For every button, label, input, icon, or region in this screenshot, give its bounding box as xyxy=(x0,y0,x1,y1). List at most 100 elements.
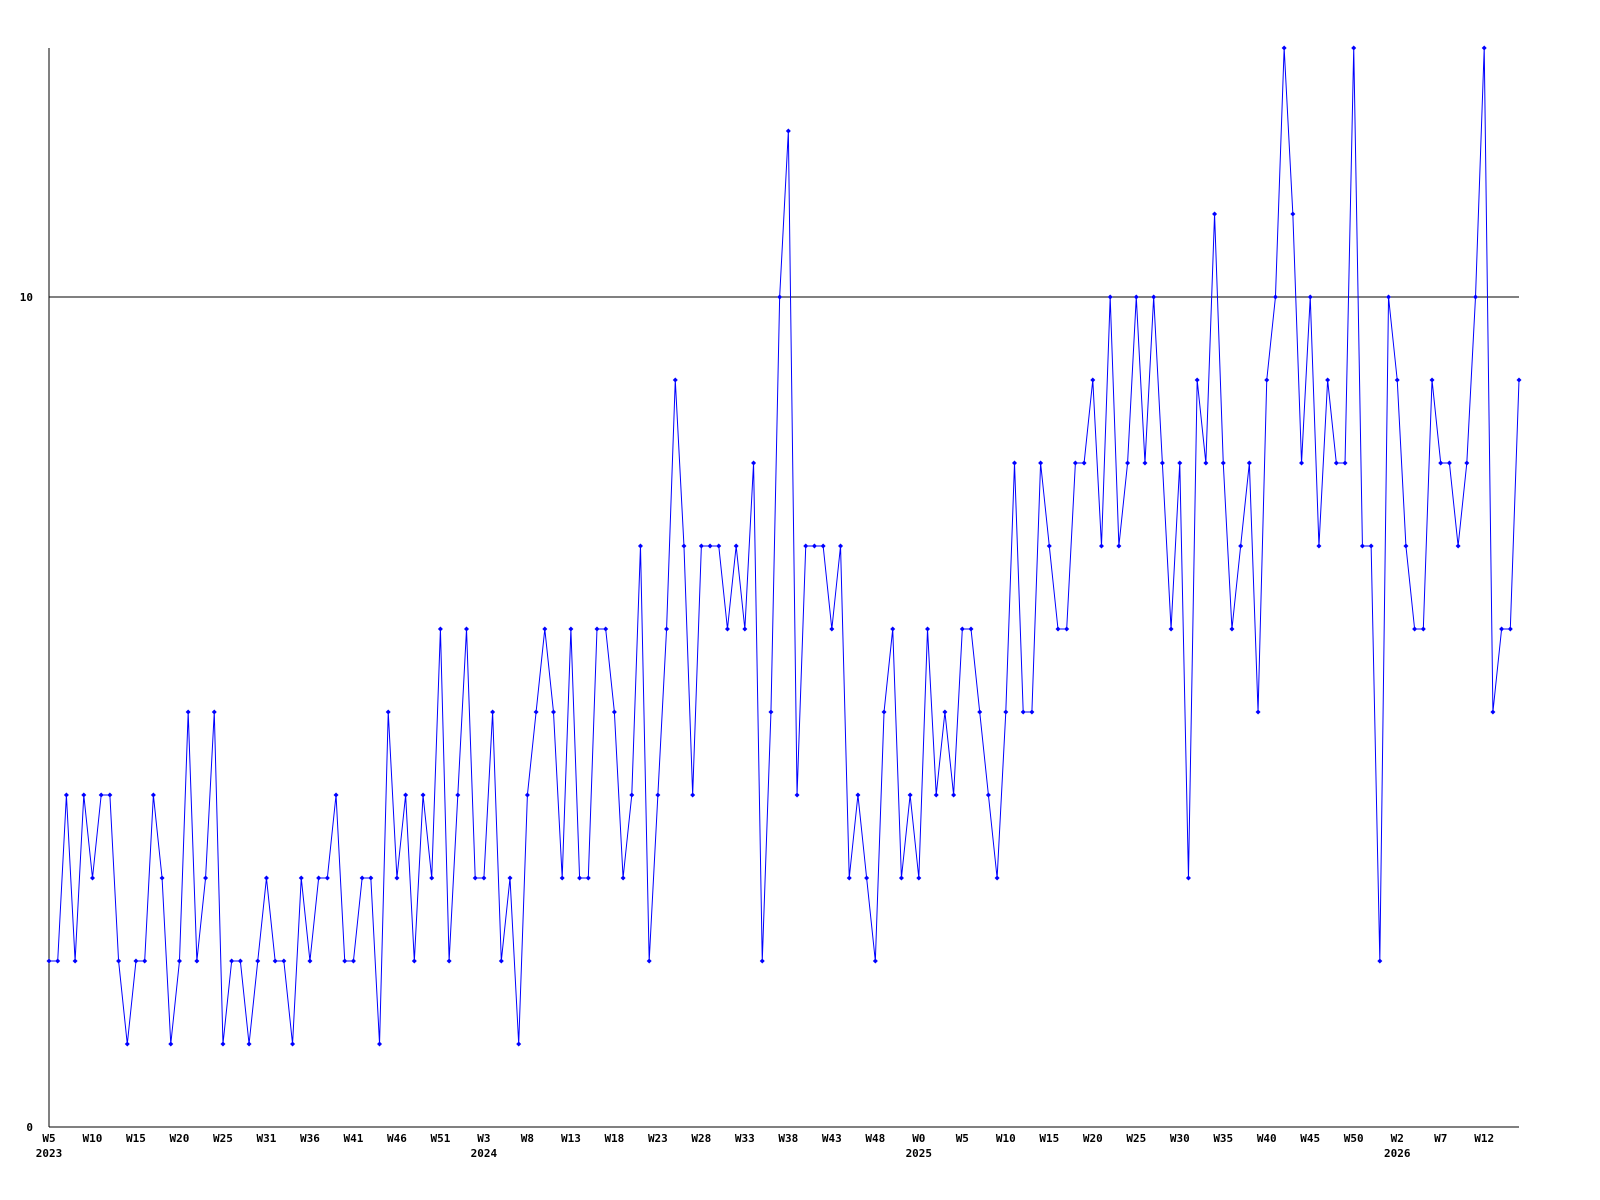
data-point xyxy=(846,875,852,881)
data-point xyxy=(116,958,122,964)
data-point xyxy=(829,626,835,632)
data-point xyxy=(368,875,374,881)
data-point xyxy=(933,792,939,798)
data-point xyxy=(490,709,496,715)
data-point xyxy=(1316,543,1322,549)
data-point xyxy=(394,875,400,881)
x-tick-label: W25 xyxy=(1126,1132,1146,1145)
data-point xyxy=(1368,543,1374,549)
x-tick-label: W25 xyxy=(213,1132,233,1145)
data-point xyxy=(81,792,87,798)
data-point xyxy=(298,875,304,881)
data-point xyxy=(1299,460,1305,466)
data-point xyxy=(1255,709,1261,715)
data-point xyxy=(194,958,200,964)
data-point xyxy=(377,1041,383,1047)
x-tick-label: W20 xyxy=(170,1132,190,1145)
x-tick-label: W38 xyxy=(778,1132,798,1145)
data-point xyxy=(637,543,643,549)
x-tick-label: W28 xyxy=(691,1132,711,1145)
data-point xyxy=(281,958,287,964)
data-point xyxy=(316,875,322,881)
x-tick-label: W50 xyxy=(1344,1132,1364,1145)
data-point xyxy=(237,958,243,964)
data-point xyxy=(985,792,991,798)
data-point xyxy=(1029,709,1035,715)
data-point xyxy=(1481,45,1487,51)
data-point xyxy=(1490,709,1496,715)
data-point xyxy=(1064,626,1070,632)
data-point xyxy=(698,543,704,549)
y-tick-label: 10 xyxy=(20,291,33,304)
data-point xyxy=(646,958,652,964)
data-point xyxy=(1003,709,1009,715)
data-point xyxy=(1133,294,1139,300)
data-point xyxy=(1342,460,1348,466)
data-point xyxy=(220,1041,226,1047)
data-point xyxy=(98,792,104,798)
data-point xyxy=(603,626,609,632)
data-point xyxy=(890,626,896,632)
data-point xyxy=(507,875,513,881)
data-point xyxy=(1464,460,1470,466)
data-point xyxy=(176,958,182,964)
data-point xyxy=(246,1041,252,1047)
data-point xyxy=(1377,958,1383,964)
data-point xyxy=(1098,543,1104,549)
data-point xyxy=(611,709,617,715)
x-tick-label: W8 xyxy=(521,1132,534,1145)
year-label: 2024 xyxy=(471,1147,498,1160)
data-point xyxy=(768,709,774,715)
data-point xyxy=(1072,460,1078,466)
x-tick-label: W2 xyxy=(1391,1132,1404,1145)
data-point xyxy=(724,626,730,632)
data-point xyxy=(385,709,391,715)
data-point xyxy=(1272,294,1278,300)
data-point xyxy=(1125,460,1131,466)
data-point xyxy=(524,792,530,798)
data-point xyxy=(46,958,52,964)
data-point xyxy=(1220,460,1226,466)
x-tick-label: W40 xyxy=(1257,1132,1277,1145)
data-point xyxy=(290,1041,296,1047)
data-point xyxy=(559,875,565,881)
x-tick-label: W45 xyxy=(1300,1132,1320,1145)
data-point xyxy=(1090,377,1096,383)
data-point xyxy=(1281,45,1287,51)
data-point xyxy=(585,875,591,881)
x-tick-label: W15 xyxy=(1039,1132,1059,1145)
x-tick-label: W15 xyxy=(126,1132,146,1145)
data-point xyxy=(864,875,870,881)
data-point xyxy=(803,543,809,549)
data-point xyxy=(55,958,61,964)
data-point xyxy=(516,1041,522,1047)
data-point xyxy=(542,626,548,632)
data-point xyxy=(263,875,269,881)
data-point xyxy=(1359,543,1365,549)
data-point xyxy=(1246,460,1252,466)
data-point xyxy=(951,792,957,798)
data-point xyxy=(550,709,556,715)
data-point xyxy=(1185,875,1191,881)
data-point xyxy=(150,792,156,798)
data-point xyxy=(1116,543,1122,549)
data-point xyxy=(1038,460,1044,466)
data-point xyxy=(72,958,78,964)
data-point xyxy=(159,875,165,881)
data-point xyxy=(185,709,191,715)
x-tick-label: W0 xyxy=(912,1132,925,1145)
x-tick-label: W5 xyxy=(956,1132,969,1145)
data-point xyxy=(446,958,452,964)
data-point xyxy=(1229,626,1235,632)
data-point xyxy=(229,958,235,964)
x-tick-label: W18 xyxy=(604,1132,624,1145)
x-tick-label: W13 xyxy=(561,1132,581,1145)
data-point xyxy=(1473,294,1479,300)
data-point xyxy=(994,875,1000,881)
year-label: 2023 xyxy=(36,1147,63,1160)
data-point xyxy=(629,792,635,798)
data-point xyxy=(855,792,861,798)
data-point xyxy=(133,958,139,964)
